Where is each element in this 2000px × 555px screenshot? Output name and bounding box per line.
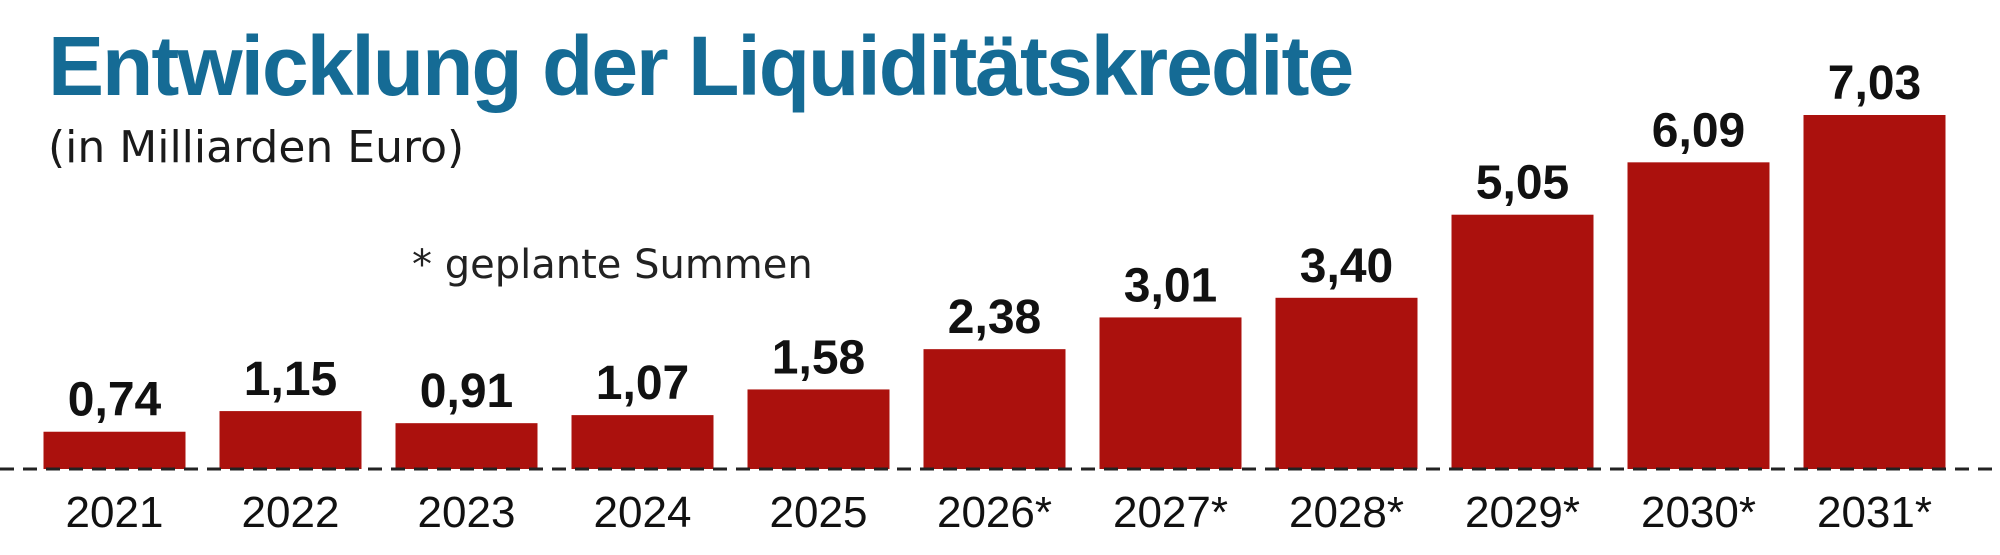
category-label: 2022 <box>242 488 340 537</box>
bar-2027-planned <box>1099 317 1242 469</box>
value-label: 0,91 <box>420 365 513 418</box>
category-label: 2029* <box>1465 488 1580 537</box>
value-label: 7,03 <box>1828 57 1921 110</box>
category-label: 2026* <box>937 488 1052 537</box>
value-label: 2,38 <box>948 291 1041 344</box>
category-label: 2031* <box>1817 488 1932 537</box>
category-label: 2024 <box>594 488 692 537</box>
category-label: 2023 <box>418 488 516 537</box>
bar-2024 <box>571 415 714 469</box>
bar-2030-planned <box>1627 162 1770 469</box>
category-label: 2021 <box>66 488 164 537</box>
value-label: 1,15 <box>244 353 337 406</box>
value-label: 1,58 <box>772 331 865 384</box>
value-label: 3,01 <box>1124 259 1217 312</box>
bar-2025 <box>747 389 890 469</box>
category-labels-group: 2021 2022 2023 2024 2025 2026* 2027* 2028* 2029*… <box>66 488 1932 537</box>
bar-2026-planned <box>923 349 1066 469</box>
category-label: 2027* <box>1113 488 1228 537</box>
category-label: 2025 <box>770 488 868 537</box>
value-label: 3,40 <box>1300 240 1393 293</box>
bar-2022 <box>219 411 362 469</box>
bar-2028-planned <box>1275 297 1418 469</box>
chart-title: Entwicklung der Liquiditätskredite <box>48 19 1354 113</box>
bars-group <box>43 115 1946 469</box>
bar-2031-planned <box>1803 115 1946 469</box>
planned-sums-note: * geplante Summen <box>412 242 813 288</box>
category-label: 2030* <box>1641 488 1756 537</box>
value-label: 6,09 <box>1652 104 1745 157</box>
value-label: 1,07 <box>596 357 689 410</box>
value-labels-group: 0,74 1,15 0,91 1,07 1,58 2,38 3,01 3,40 5,05 6,09… <box>68 57 1921 427</box>
bar-2023 <box>395 423 538 469</box>
category-label: 2028* <box>1289 488 1404 537</box>
chart-subtitle: (in Milliarden Euro) <box>48 122 465 173</box>
value-label: 0,74 <box>68 374 162 427</box>
value-label: 5,05 <box>1476 157 1569 210</box>
bar-2021 <box>43 431 186 469</box>
bar-2029-planned <box>1451 214 1594 469</box>
